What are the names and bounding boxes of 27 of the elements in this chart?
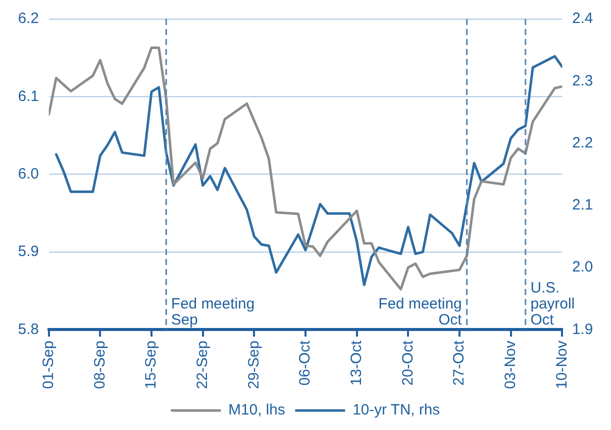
legend-label: 10-yr TN, rhs — [352, 402, 440, 419]
y-tick-label: 6.1 — [18, 88, 39, 105]
y2-tick-label: 2.1 — [572, 196, 594, 214]
x-tick-label: 06-Oct — [296, 340, 314, 386]
legend-label: M10, lhs — [228, 402, 286, 419]
x-tick-label: 13-Oct — [348, 340, 365, 386]
x-tick-label: 01-Sep — [40, 340, 57, 390]
y2-tick-label: 2.3 — [572, 72, 594, 90]
y-tick-label: 5.8 — [18, 320, 39, 338]
x-tick-label: 22-Sep — [194, 340, 211, 390]
y2-tick-label: 2.0 — [572, 258, 594, 276]
x-tick-label: 20-Oct — [399, 340, 416, 386]
ref-line-label: U.S. payroll Oct — [530, 280, 575, 329]
x-tick-label: 29-Sep — [245, 340, 262, 390]
x-tick-label: 27-Oct — [450, 340, 468, 386]
y-tick-label: 6.2 — [18, 10, 39, 28]
x-tick-label: 08-Sep — [91, 340, 108, 390]
y2-tick-label: 2.4 — [572, 10, 594, 28]
y-tick-label: 6.0 — [18, 165, 39, 182]
ref-line-label: Fed meeting Sep — [171, 296, 255, 329]
y-tick-label: 5.9 — [18, 243, 39, 260]
x-tick-label: 15-Sep — [142, 340, 160, 390]
y2-tick-label: 2.2 — [572, 134, 594, 152]
x-tick-label: 03-Nov — [502, 340, 519, 389]
y2-tick-label: 1.9 — [572, 320, 594, 338]
x-tick-label: 10-Nov — [553, 340, 570, 389]
ref-line-label: Fed meeting Oct — [378, 296, 463, 329]
